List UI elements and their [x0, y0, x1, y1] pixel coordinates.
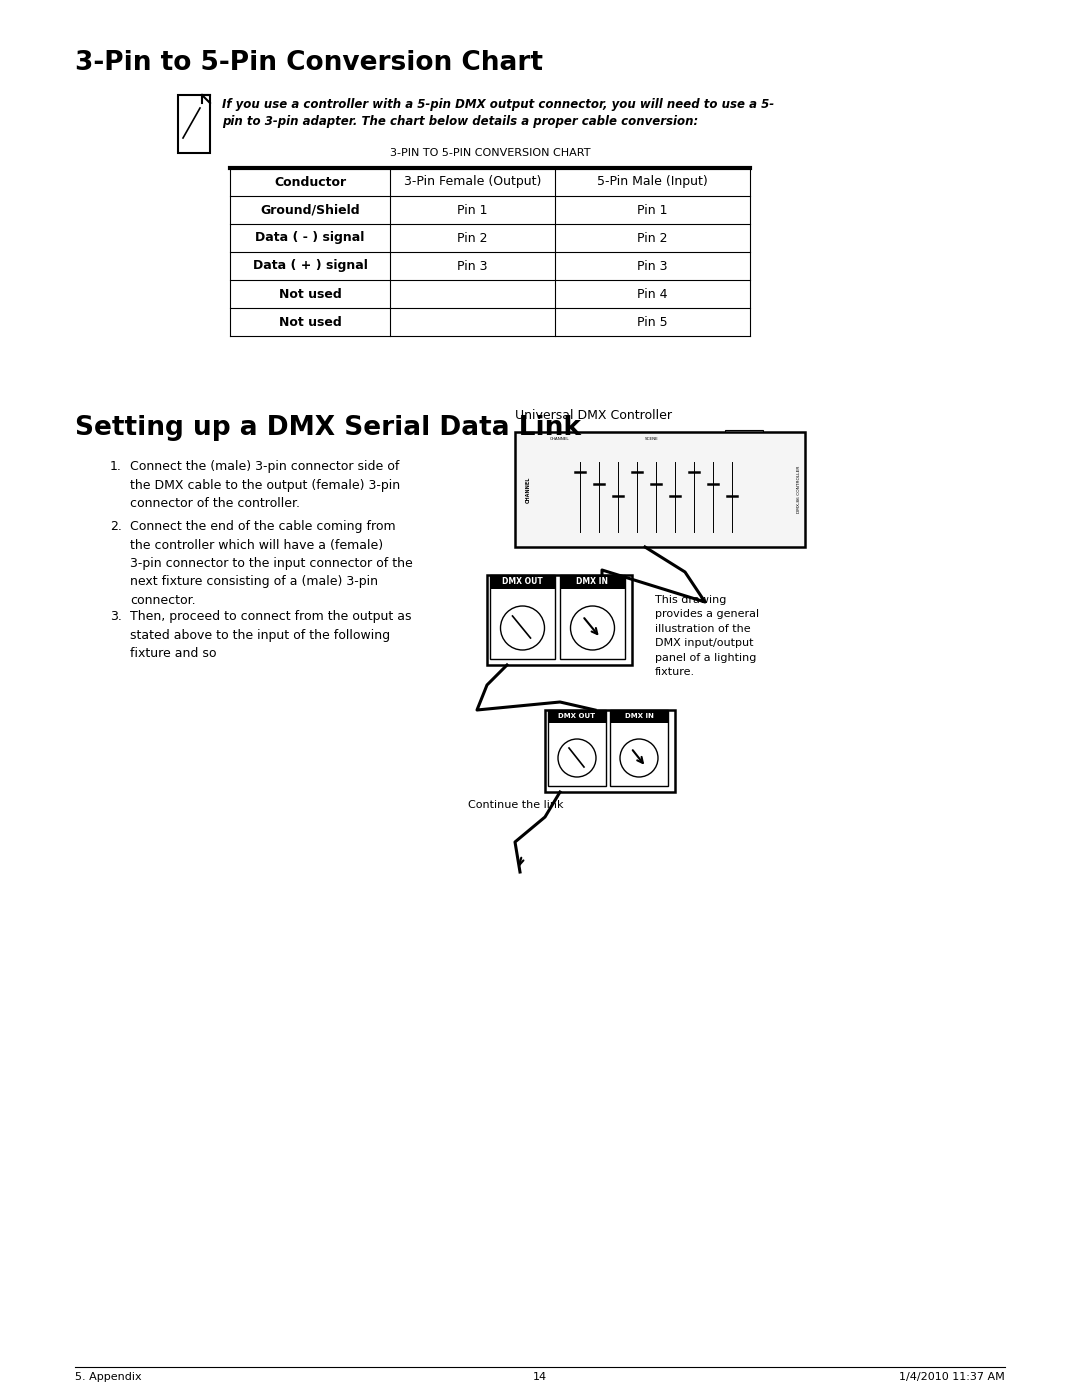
- Text: CHANNEL: CHANNEL: [550, 437, 569, 441]
- Text: 3-Pin Female (Output): 3-Pin Female (Output): [404, 176, 541, 189]
- Text: 1/4/2010 11:37 AM: 1/4/2010 11:37 AM: [900, 1372, 1005, 1382]
- Text: This drawing
provides a general
illustration of the
DMX input/output
panel of a : This drawing provides a general illustra…: [654, 595, 759, 678]
- Text: If you use a controller with a 5-pin DMX output connector, you will need to use : If you use a controller with a 5-pin DMX…: [222, 98, 774, 110]
- Text: Connect the (male) 3-pin connector side of
the DMX cable to the output (female) : Connect the (male) 3-pin connector side …: [130, 460, 400, 510]
- Text: 3-PIN TO 5-PIN CONVERSION CHART: 3-PIN TO 5-PIN CONVERSION CHART: [390, 148, 591, 158]
- Bar: [563, 448, 573, 457]
- Text: Connect the end of the cable coming from
the controller which will have a (femal: Connect the end of the cable coming from…: [130, 520, 413, 608]
- Bar: [561, 576, 625, 590]
- Bar: [515, 432, 805, 548]
- Text: SCENE: SCENE: [645, 437, 659, 441]
- Text: Pin 3: Pin 3: [457, 260, 488, 272]
- Text: Pin 1: Pin 1: [637, 204, 667, 217]
- Text: 5-Pin Male (Input): 5-Pin Male (Input): [597, 176, 707, 189]
- Circle shape: [743, 490, 757, 504]
- Bar: [731, 446, 743, 454]
- Text: Continue the link: Continue the link: [468, 800, 564, 810]
- Text: Not used: Not used: [279, 288, 341, 300]
- Bar: [178, 95, 210, 154]
- Bar: [490, 576, 555, 590]
- Bar: [610, 710, 669, 724]
- Circle shape: [737, 509, 762, 535]
- Text: 14: 14: [532, 1372, 548, 1382]
- Bar: [683, 446, 696, 454]
- Bar: [517, 436, 539, 543]
- Text: Not used: Not used: [279, 316, 341, 328]
- Text: DMX IN: DMX IN: [624, 714, 653, 719]
- Text: Pin 1: Pin 1: [457, 204, 488, 217]
- Text: Universal DMX Controller: Universal DMX Controller: [515, 409, 672, 422]
- Bar: [490, 576, 555, 659]
- Text: Pin 2: Pin 2: [637, 232, 667, 244]
- Bar: [715, 446, 727, 454]
- Bar: [545, 710, 675, 792]
- Text: CHANNEL: CHANNEL: [526, 476, 530, 503]
- Bar: [651, 446, 663, 454]
- Text: Pin 2: Pin 2: [457, 232, 488, 244]
- Bar: [667, 446, 679, 454]
- Bar: [725, 430, 762, 453]
- Text: 5. Appendix: 5. Appendix: [75, 1372, 141, 1382]
- Text: 3-Pin to 5-Pin Conversion Chart: 3-Pin to 5-Pin Conversion Chart: [75, 50, 543, 75]
- Bar: [610, 710, 669, 787]
- Bar: [487, 576, 632, 665]
- Text: Then, proceed to connect from the output as
stated above to the input of the fol: Then, proceed to connect from the output…: [130, 610, 411, 659]
- Text: Pin 5: Pin 5: [637, 316, 667, 328]
- Text: 3.: 3.: [110, 610, 122, 623]
- Text: Conductor: Conductor: [274, 176, 346, 189]
- Text: 1.: 1.: [110, 460, 122, 474]
- Text: DMX-86 CONTROLLER: DMX-86 CONTROLLER: [797, 465, 801, 513]
- Bar: [548, 710, 606, 724]
- Text: DMX OUT: DMX OUT: [502, 577, 543, 587]
- Text: Data ( - ) signal: Data ( - ) signal: [255, 232, 365, 244]
- Text: 2.: 2.: [110, 520, 122, 534]
- Bar: [699, 446, 711, 454]
- Text: Data ( + ) signal: Data ( + ) signal: [253, 260, 367, 272]
- Text: pin to 3-pin adapter. The chart below details a proper cable conversion:: pin to 3-pin adapter. The chart below de…: [222, 115, 699, 129]
- Text: DMX OUT: DMX OUT: [558, 714, 595, 719]
- Bar: [635, 446, 647, 454]
- Text: DMX IN: DMX IN: [577, 577, 608, 587]
- Text: Pin 4: Pin 4: [637, 288, 667, 300]
- Bar: [548, 710, 606, 787]
- Text: Ground/Shield: Ground/Shield: [260, 204, 360, 217]
- Text: Setting up a DMX Serial Data Link: Setting up a DMX Serial Data Link: [75, 415, 581, 441]
- Bar: [561, 576, 625, 659]
- Text: Pin 3: Pin 3: [637, 260, 667, 272]
